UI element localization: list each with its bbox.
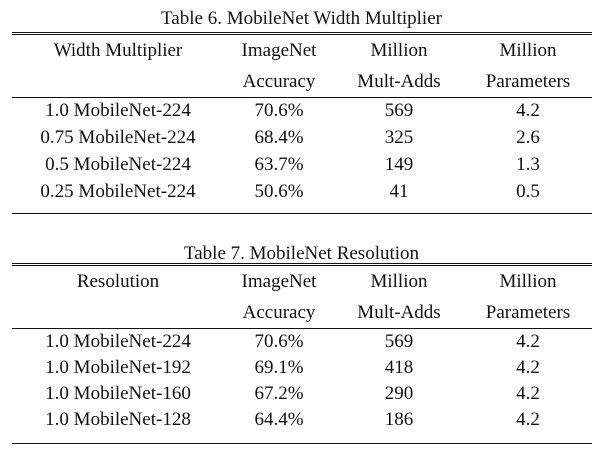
table-cell: 1.0 MobileNet-224 xyxy=(45,331,191,352)
table-cell: 4.2 xyxy=(516,409,540,430)
table-row: 1.0 MobileNet-160 67.2% 290 4.2 xyxy=(12,380,592,408)
table-7-header-row-2: Accuracy Mult-Adds Parameters xyxy=(12,299,592,327)
table-cell: 1.0 MobileNet-192 xyxy=(45,357,191,378)
table-row: 1.0 MobileNet-224 70.6% 569 4.2 xyxy=(12,97,592,125)
table-cell: 0.5 MobileNet-224 xyxy=(45,154,191,175)
table-cell: 1.0 MobileNet-224 xyxy=(45,100,191,121)
table-6-header-col-2: ImageNet xyxy=(241,40,317,61)
table-6-header-col-4: Million xyxy=(499,40,557,61)
table-cell: 290 xyxy=(384,383,414,404)
table-cell: 2.6 xyxy=(516,127,540,148)
table-7-header-col-1: Resolution xyxy=(76,271,160,292)
table-cell: 70.6% xyxy=(254,100,304,121)
table-6-header2-col-4: Parameters xyxy=(485,71,571,92)
table-7-caption: Table 7. MobileNet Resolution xyxy=(183,243,420,264)
table-7-header2-col-3: Mult-Adds xyxy=(357,302,441,323)
table-cell: 69.1% xyxy=(254,357,304,378)
table-6-header2-col-2: Accuracy xyxy=(242,71,316,92)
table-row: 0.5 MobileNet-224 63.7% 149 1.3 xyxy=(12,151,592,179)
table-7-header-col-3: Million xyxy=(370,271,428,292)
table-7-header2-col-2: Accuracy xyxy=(242,302,316,323)
table-cell: 0.75 MobileNet-224 xyxy=(40,127,196,148)
table-6-bottom-rule xyxy=(12,213,592,214)
table-row: 1.0 MobileNet-128 64.4% 186 4.2 xyxy=(12,406,592,434)
table-6-header-rule xyxy=(12,97,592,98)
table-6-header-row-2: Accuracy Mult-Adds Parameters xyxy=(12,68,592,96)
table-cell: 325 xyxy=(384,127,414,148)
table-row: 1.0 MobileNet-192 69.1% 418 4.2 xyxy=(12,354,592,382)
table-cell: 1.0 MobileNet-128 xyxy=(45,409,191,430)
table-7-header-col-2: ImageNet xyxy=(241,271,317,292)
table-6-top-rule xyxy=(12,32,592,35)
table-cell: 50.6% xyxy=(254,181,304,202)
table-cell: 1.3 xyxy=(516,154,540,175)
table-6-header-col-3: Million xyxy=(370,40,428,61)
table-7-header2-col-4: Parameters xyxy=(485,302,571,323)
table-6-header-col-1: Width Multiplier xyxy=(53,40,183,61)
table-7-header-row-1: Resolution ImageNet Million Million xyxy=(12,268,592,296)
table-cell: 1.0 MobileNet-160 xyxy=(45,383,191,404)
table-7-bottom-rule xyxy=(12,443,592,444)
table-cell: 186 xyxy=(384,409,414,430)
table-cell: 569 xyxy=(384,331,414,352)
table-cell: 569 xyxy=(384,100,414,121)
table-cell: 0.25 MobileNet-224 xyxy=(40,181,196,202)
table-row: 0.25 MobileNet-224 50.6% 41 0.5 xyxy=(12,178,592,206)
table-row: 1.0 MobileNet-224 70.6% 569 4.2 xyxy=(12,328,592,356)
table-cell: 63.7% xyxy=(254,154,304,175)
table-cell: 64.4% xyxy=(254,409,304,430)
table-7-top-rule xyxy=(12,263,592,266)
table-cell: 0.5 xyxy=(516,181,540,202)
table-7-header-col-4: Million xyxy=(499,271,557,292)
table-cell: 4.2 xyxy=(516,383,540,404)
table-6-header-row-1: Width Multiplier ImageNet Million Millio… xyxy=(12,37,592,65)
table-cell: 70.6% xyxy=(254,331,304,352)
table-6-caption: Table 6. MobileNet Width Multiplier xyxy=(161,8,442,29)
table-cell: 4.2 xyxy=(516,331,540,352)
table-row: 0.75 MobileNet-224 68.4% 325 2.6 xyxy=(12,124,592,152)
table-cell: 68.4% xyxy=(254,127,304,148)
table-cell: 67.2% xyxy=(254,383,304,404)
table-cell: 41 xyxy=(389,181,409,202)
table-7-header-rule xyxy=(12,328,592,329)
table-6-header2-col-3: Mult-Adds xyxy=(357,71,441,92)
table-cell: 4.2 xyxy=(516,100,540,121)
table-cell: 418 xyxy=(384,357,414,378)
table-cell: 4.2 xyxy=(516,357,540,378)
table-cell: 149 xyxy=(384,154,414,175)
